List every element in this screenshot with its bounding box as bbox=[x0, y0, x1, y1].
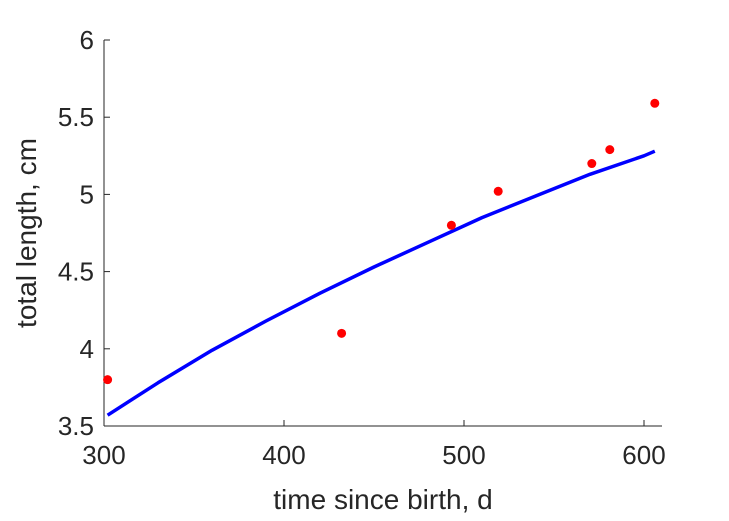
y-tick-label: 4 bbox=[80, 334, 94, 364]
data-point bbox=[103, 375, 113, 385]
x-tick-label: 400 bbox=[262, 440, 305, 470]
data-point bbox=[650, 98, 660, 108]
data-point bbox=[337, 328, 347, 338]
axis-labels: time since birth, d total length, cm bbox=[11, 138, 493, 515]
y-tick-label: 4.5 bbox=[58, 257, 94, 287]
axes: 300 400 500 600 3.5 4 4.5 5 5.5 6 bbox=[58, 25, 666, 470]
data-point bbox=[446, 220, 456, 230]
data-point bbox=[493, 186, 503, 196]
x-tick-label: 300 bbox=[82, 440, 125, 470]
y-tick-label: 5.5 bbox=[58, 102, 94, 132]
data-point bbox=[587, 159, 597, 169]
x-axis-label: time since birth, d bbox=[273, 484, 492, 515]
y-tick-label: 5 bbox=[80, 179, 94, 209]
data-point bbox=[605, 145, 615, 155]
x-tick-label: 600 bbox=[622, 440, 665, 470]
fit-curve bbox=[106, 149, 656, 417]
x-tick-label: 500 bbox=[442, 440, 485, 470]
plot-area bbox=[103, 98, 660, 417]
y-tick-label: 3.5 bbox=[58, 411, 94, 441]
y-axis-label: total length, cm bbox=[11, 138, 42, 328]
y-tick-label: 6 bbox=[80, 25, 94, 55]
